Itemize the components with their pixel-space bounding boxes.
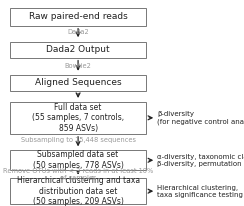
- Text: Bowtie2: Bowtie2: [65, 62, 92, 69]
- FancyBboxPatch shape: [10, 150, 146, 170]
- FancyBboxPatch shape: [10, 102, 146, 134]
- Text: Remove OTUs with < 3 reads in at least 10%
of samples: Remove OTUs with < 3 reads in at least 1…: [3, 167, 153, 181]
- Text: Hierarchical clustering and taxa
distribution data set
(50 samples, 209 ASVs): Hierarchical clustering and taxa distrib…: [17, 176, 140, 206]
- Text: Hierarchical clustering,
taxa significance testing: Hierarchical clustering, taxa significan…: [157, 185, 243, 198]
- Text: Dada2 Output: Dada2 Output: [46, 46, 110, 54]
- Text: Raw paired-end reads: Raw paired-end reads: [29, 13, 127, 21]
- Text: α-diversity, taxonomic classification,
β-diversity, permutation testing: α-diversity, taxonomic classification, β…: [157, 154, 244, 167]
- FancyBboxPatch shape: [10, 42, 146, 58]
- FancyBboxPatch shape: [10, 178, 146, 204]
- Text: Full data set
(55 samples, 7 controls,
859 ASVs): Full data set (55 samples, 7 controls, 8…: [32, 103, 124, 133]
- FancyBboxPatch shape: [10, 75, 146, 91]
- Text: Dada2: Dada2: [67, 29, 89, 35]
- FancyBboxPatch shape: [10, 8, 146, 26]
- Text: Subsampling to 15,448 sequences: Subsampling to 15,448 sequences: [20, 137, 136, 144]
- Text: Subsampled data set
(50 samples, 778 ASVs): Subsampled data set (50 samples, 778 ASV…: [33, 150, 123, 170]
- Text: β-diversity
(for negative control analysis): β-diversity (for negative control analys…: [157, 111, 244, 125]
- Text: Aligned Sequences: Aligned Sequences: [35, 78, 122, 87]
